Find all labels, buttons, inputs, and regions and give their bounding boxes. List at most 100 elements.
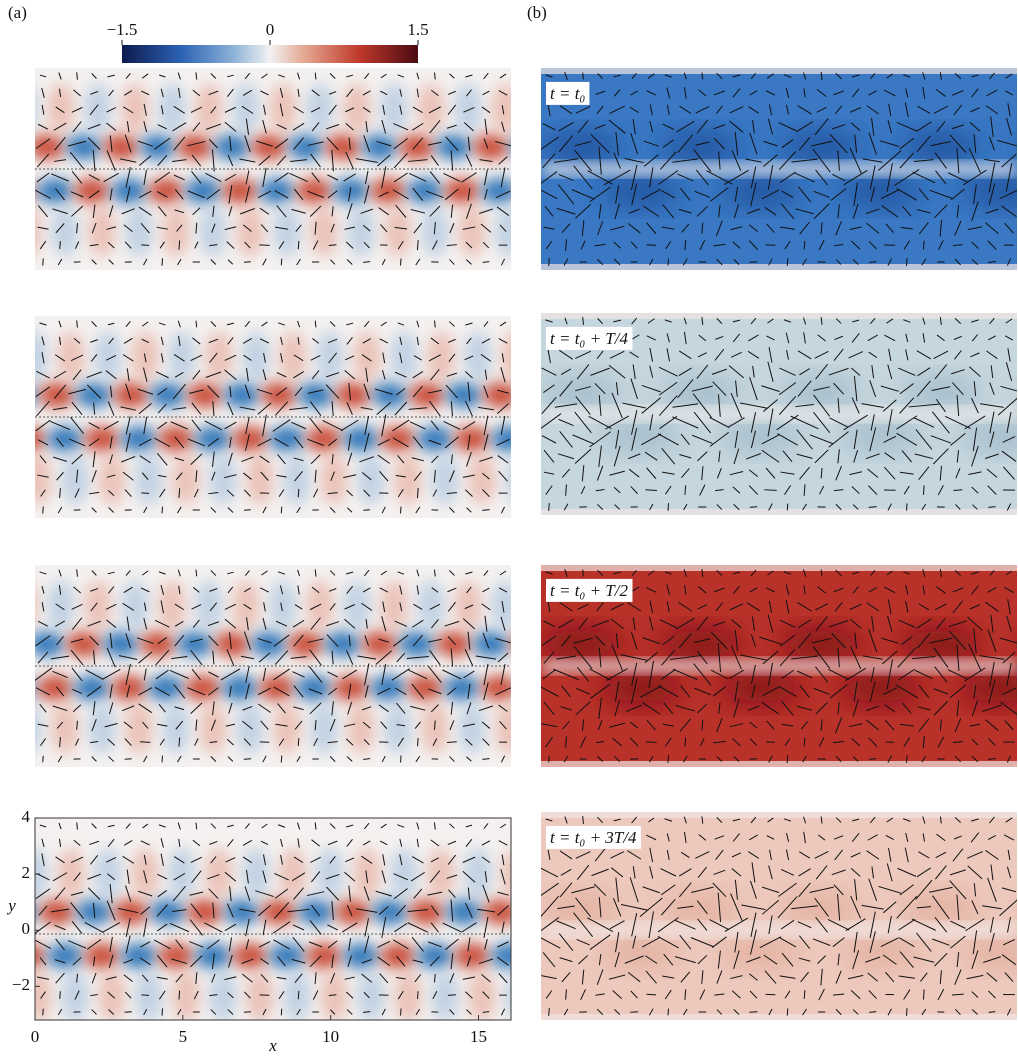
blob xyxy=(113,382,149,408)
blob xyxy=(242,848,270,900)
centerband xyxy=(541,164,1017,174)
x-tick-label: 15 xyxy=(470,1027,487,1046)
wall xyxy=(541,1014,1017,1020)
y-axis-label: y xyxy=(6,896,16,915)
blob xyxy=(39,899,75,925)
field-panel xyxy=(0,565,560,767)
blob xyxy=(0,675,36,701)
blob xyxy=(187,899,223,925)
vector-arrow xyxy=(179,991,180,1000)
blob xyxy=(162,702,190,754)
vector-arrow xyxy=(298,738,299,746)
vector-arrow xyxy=(43,258,44,265)
blob xyxy=(505,970,533,1022)
vector-arrow xyxy=(804,738,805,746)
blob xyxy=(417,943,453,969)
colorbar-tick-label: −1.5 xyxy=(107,20,138,39)
blob xyxy=(454,943,490,969)
panel-label: (b) xyxy=(527,3,547,22)
vector-arrow xyxy=(196,570,197,577)
blob xyxy=(661,378,741,406)
blob xyxy=(259,178,295,204)
blob xyxy=(177,631,213,657)
vector-arrow xyxy=(244,1012,251,1013)
wall xyxy=(541,565,1017,571)
vector-arrow xyxy=(418,738,419,746)
vector-arrow xyxy=(749,1012,757,1013)
blob xyxy=(288,631,324,657)
wall xyxy=(541,68,1017,74)
blob xyxy=(47,943,83,969)
blob xyxy=(148,178,184,204)
y-tick-label: 0 xyxy=(22,919,31,938)
blob xyxy=(501,331,529,383)
field-panel: t = t₀ + 3T/4 xyxy=(538,812,1018,1020)
blob xyxy=(177,134,213,160)
blob xyxy=(372,382,408,408)
vector-arrow xyxy=(764,490,777,491)
blob xyxy=(288,134,324,160)
vector-arrow xyxy=(179,240,180,249)
vector-arrow xyxy=(363,262,370,263)
vector-arrow xyxy=(906,755,907,763)
blob xyxy=(10,943,46,969)
blob xyxy=(66,134,102,160)
blob xyxy=(0,134,28,160)
vector-arrow xyxy=(647,245,656,246)
blob xyxy=(66,631,102,657)
vector-arrow xyxy=(401,258,402,265)
blob xyxy=(158,943,194,969)
vector-arrow xyxy=(646,994,656,995)
blob xyxy=(261,899,297,925)
blob xyxy=(2,382,38,408)
blob xyxy=(103,134,139,160)
blob xyxy=(841,422,921,450)
blob xyxy=(10,83,38,135)
time-label: t = t₀ + T/4 xyxy=(550,329,628,348)
blob xyxy=(901,378,981,406)
blob xyxy=(335,382,371,408)
vector-arrow xyxy=(549,258,550,266)
blob xyxy=(205,331,233,383)
vector-arrow xyxy=(281,756,282,763)
blob xyxy=(901,133,981,161)
blob xyxy=(88,205,116,257)
vector-arrow xyxy=(804,241,805,249)
vector-arrow xyxy=(869,759,876,760)
vector-arrow xyxy=(804,990,805,999)
blob xyxy=(125,702,153,754)
blob xyxy=(320,970,348,1022)
vector-arrow xyxy=(549,1008,550,1016)
vector-arrow xyxy=(646,742,657,743)
blob xyxy=(781,378,861,406)
blob xyxy=(84,580,112,632)
vector-arrow xyxy=(162,258,163,265)
blob xyxy=(335,899,371,925)
field-panel: t = t₀ + T/4 xyxy=(537,313,1018,515)
colorbar-tick-label: 1.5 xyxy=(407,20,428,39)
blob xyxy=(541,630,621,658)
y-tick-label: −2 xyxy=(12,975,30,994)
vector-arrow xyxy=(907,1008,908,1016)
blob xyxy=(454,83,482,135)
blob xyxy=(384,205,412,257)
blob xyxy=(333,178,369,204)
blob xyxy=(380,426,416,452)
blob xyxy=(185,178,221,204)
blob xyxy=(214,134,250,160)
y-tick-label: 2 xyxy=(22,863,31,882)
blob xyxy=(296,675,332,701)
blob xyxy=(407,178,443,204)
blob xyxy=(94,331,122,383)
blob xyxy=(409,899,445,925)
blob xyxy=(501,848,529,900)
blob xyxy=(781,894,861,922)
vector-arrow xyxy=(298,241,299,249)
blob xyxy=(261,382,297,408)
vector-arrow xyxy=(685,738,686,747)
blob xyxy=(88,702,116,754)
blob xyxy=(150,899,186,925)
blob xyxy=(390,331,418,383)
blob xyxy=(661,133,741,161)
blob xyxy=(14,702,42,754)
